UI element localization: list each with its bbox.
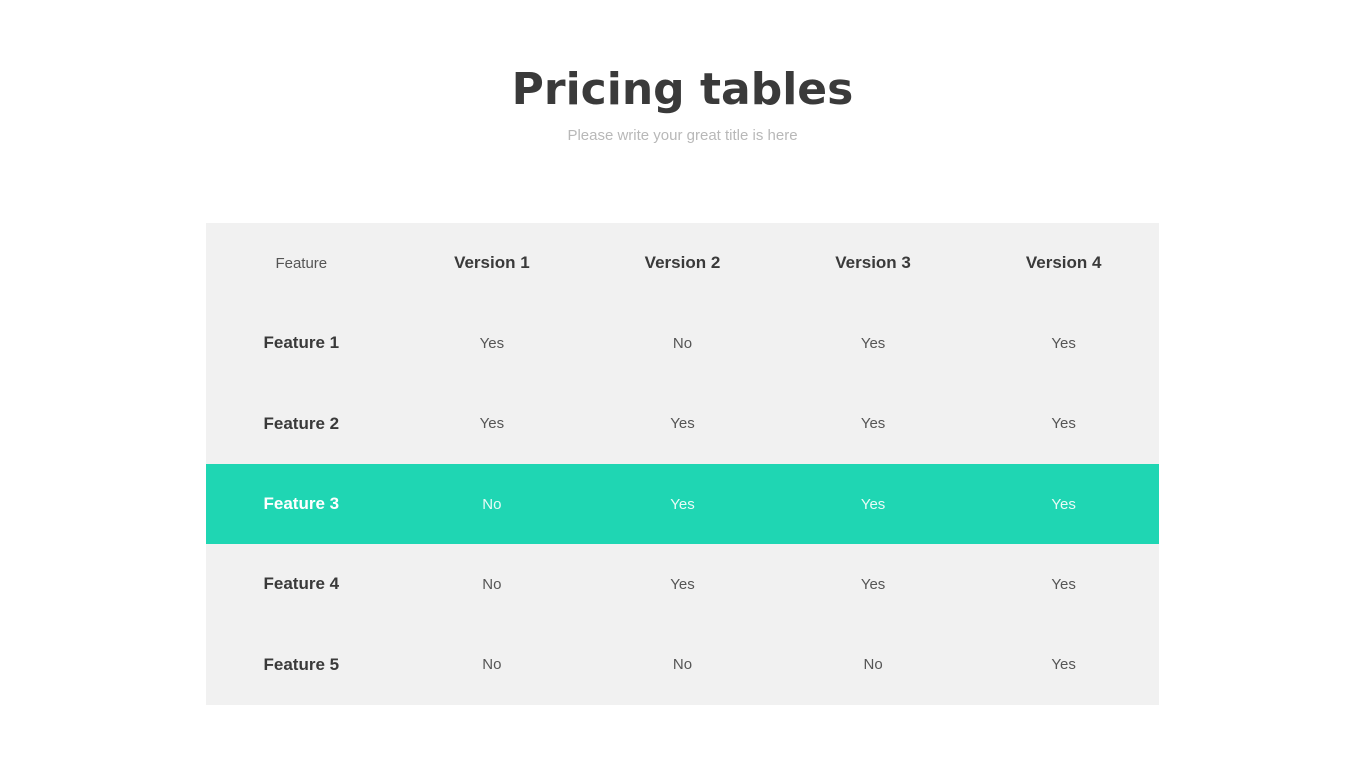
feature-value: No (482, 575, 502, 593)
header-version-3: Version 3 (835, 253, 911, 273)
table-header-row: Feature Version 1 Version 2 Version 3 Ve… (206, 223, 1159, 303)
feature-value: Yes (1051, 415, 1076, 433)
feature-value: No (672, 334, 693, 352)
feature-value: Yes (1051, 656, 1076, 674)
table-row: Feature 1 Yes No Yes Yes (206, 303, 1159, 383)
pricing-table: Feature Version 1 Version 2 Version 3 Ve… (206, 223, 1159, 705)
feature-value: Yes (479, 415, 505, 433)
feature-name: Feature 1 (263, 333, 340, 353)
feature-value: Yes (860, 495, 886, 513)
header-feature: Feature (275, 254, 328, 272)
header-version-2: Version 2 (644, 253, 721, 273)
feature-name: Feature 4 (263, 574, 340, 594)
feature-name: Feature 5 (263, 654, 340, 674)
feature-value: Yes (670, 415, 695, 433)
feature-value: Yes (860, 334, 886, 352)
feature-value: Yes (860, 415, 886, 433)
page-title: Pricing tables (511, 64, 854, 115)
header-version-4: Version 4 (1025, 253, 1102, 273)
feature-value: No (482, 495, 502, 513)
feature-name: Feature 3 (263, 494, 340, 514)
feature-value: Yes (1051, 334, 1076, 352)
feature-name: Feature 2 (263, 413, 340, 433)
page-subtitle: Please write your great title is here (567, 127, 798, 144)
feature-value: Yes (1051, 495, 1076, 513)
feature-value: No (863, 656, 883, 674)
feature-value: Yes (1051, 575, 1076, 593)
feature-value: No (672, 656, 693, 674)
header-version-1: Version 1 (454, 253, 530, 273)
table-row: Feature 3 No Yes Yes Yes (206, 463, 1159, 545)
table-row: Feature 2 Yes Yes Yes Yes (206, 384, 1159, 464)
feature-value: Yes (479, 334, 505, 352)
feature-value: Yes (670, 575, 695, 593)
feature-value: No (482, 656, 502, 674)
feature-value: Yes (670, 495, 695, 513)
feature-value: Yes (860, 575, 886, 593)
table-row: Feature 4 No Yes Yes Yes (206, 544, 1159, 624)
table-row: Feature 5 No No No Yes (206, 624, 1159, 704)
